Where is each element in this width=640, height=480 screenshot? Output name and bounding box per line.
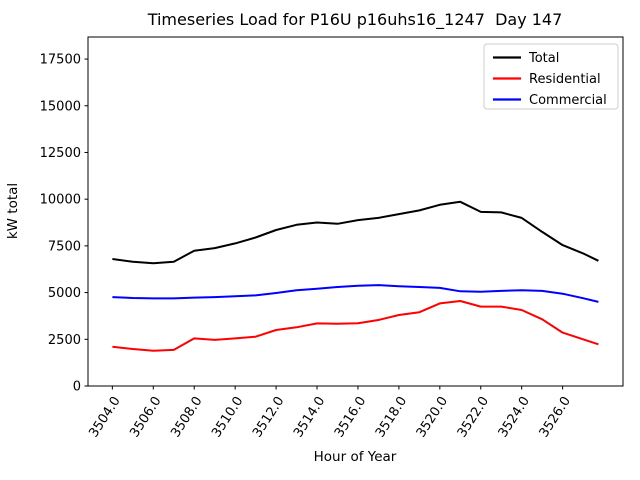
- x-tick-label: 3504.0: [86, 394, 123, 440]
- y-axis-label: kW total: [5, 183, 21, 239]
- y-tick-label: 2500: [48, 333, 81, 348]
- x-tick-label: 3520.0: [414, 394, 451, 440]
- series-line-commercial: [112, 284, 599, 303]
- x-tick-label: 3526.0: [537, 394, 574, 440]
- y-tick-label: 10000: [40, 193, 81, 208]
- x-tick-label: 3516.0: [332, 394, 369, 440]
- chart-title: Timeseries Load for P16U p16uhs16_1247 D…: [147, 10, 563, 30]
- y-tick-label: 12500: [40, 146, 81, 161]
- y-tick-label: 5000: [48, 286, 81, 301]
- y-tick-label: 17500: [40, 53, 81, 68]
- y-tick-label: 15000: [40, 99, 81, 114]
- legend-box: [483, 43, 619, 110]
- plot-area: [87, 36, 624, 387]
- x-tick-label: 3508.0: [168, 394, 205, 440]
- legend-label-residential: Residential: [529, 72, 601, 87]
- x-axis-label: Hour of Year: [314, 449, 397, 465]
- x-tick-label: 3522.0: [455, 394, 492, 440]
- series-line-total: [112, 200, 599, 265]
- x-tick-label: 3524.0: [496, 394, 533, 440]
- x-tick-label: 3518.0: [373, 394, 410, 440]
- legend-label-total: Total: [528, 51, 559, 66]
- y-tick-label: 7500: [48, 239, 81, 254]
- series-line-residential: [112, 300, 599, 352]
- y-tick-label: 0: [73, 380, 81, 395]
- x-tick-label: 3510.0: [209, 394, 246, 440]
- x-tick-label: 3512.0: [250, 394, 287, 440]
- x-tick-label: 3514.0: [291, 394, 328, 440]
- x-tick-label: 3506.0: [127, 394, 164, 440]
- legend-label-commercial: Commercial: [529, 93, 607, 108]
